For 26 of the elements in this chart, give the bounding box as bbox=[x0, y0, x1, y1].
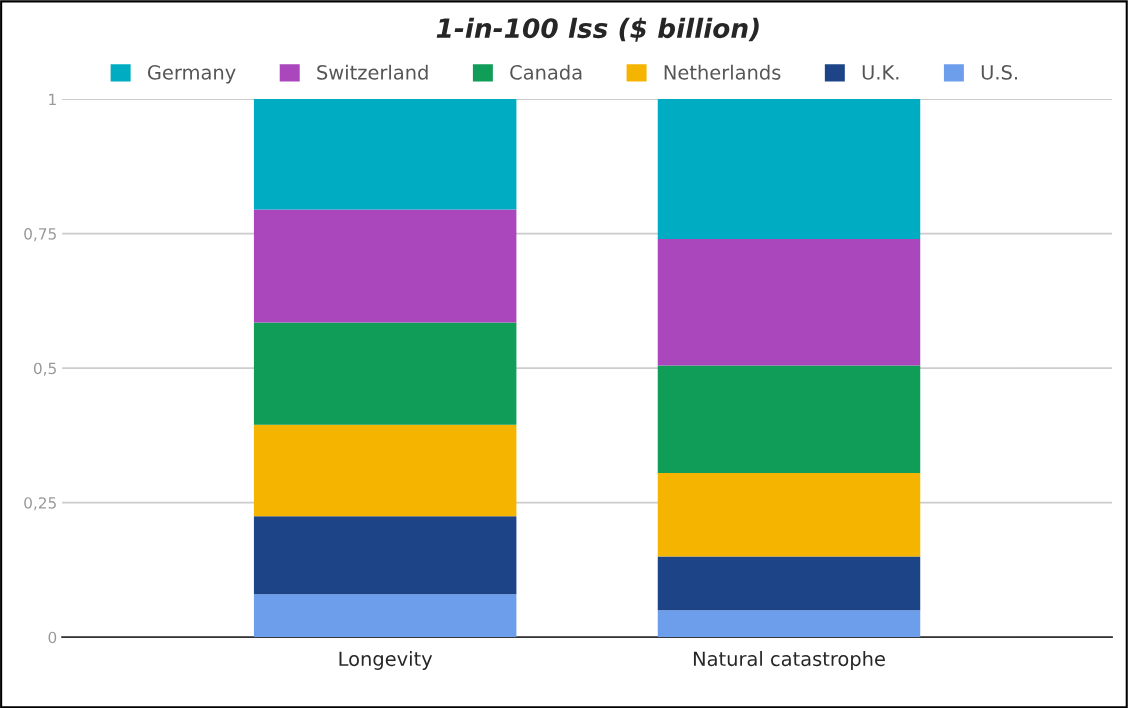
legend-label: U.S. bbox=[981, 65, 1017, 80]
bar bbox=[657, 610, 921, 638]
bar bbox=[253, 424, 517, 517]
y-tick-label: 0,75 bbox=[24, 228, 56, 242]
x-tick-label: Longevity bbox=[339, 651, 433, 670]
bar bbox=[253, 209, 517, 323]
bar bbox=[657, 99, 921, 240]
y-tick-label: 0,25 bbox=[24, 497, 56, 511]
y-tick-label: 0 bbox=[48, 631, 57, 644]
legend-label: Canada bbox=[510, 64, 582, 80]
y-tick-label: 1 bbox=[49, 93, 56, 105]
legend-label: Switzerland bbox=[317, 64, 428, 80]
bar bbox=[253, 99, 517, 210]
bar bbox=[657, 365, 921, 474]
y-tick-label: 0,5 bbox=[33, 362, 56, 376]
bar bbox=[253, 322, 517, 425]
legend-label: Netherlands bbox=[664, 64, 781, 80]
legend-label: Germany bbox=[147, 65, 236, 84]
legend-label: U.K. bbox=[862, 65, 899, 80]
x-tick-label: Natural catastrophe bbox=[693, 651, 885, 670]
chart-title: 1-in-100 lss ($ billion) bbox=[436, 17, 759, 42]
bar bbox=[253, 594, 517, 638]
bar bbox=[657, 473, 921, 557]
bar bbox=[253, 516, 517, 595]
bar bbox=[657, 239, 921, 366]
bar bbox=[657, 556, 921, 611]
